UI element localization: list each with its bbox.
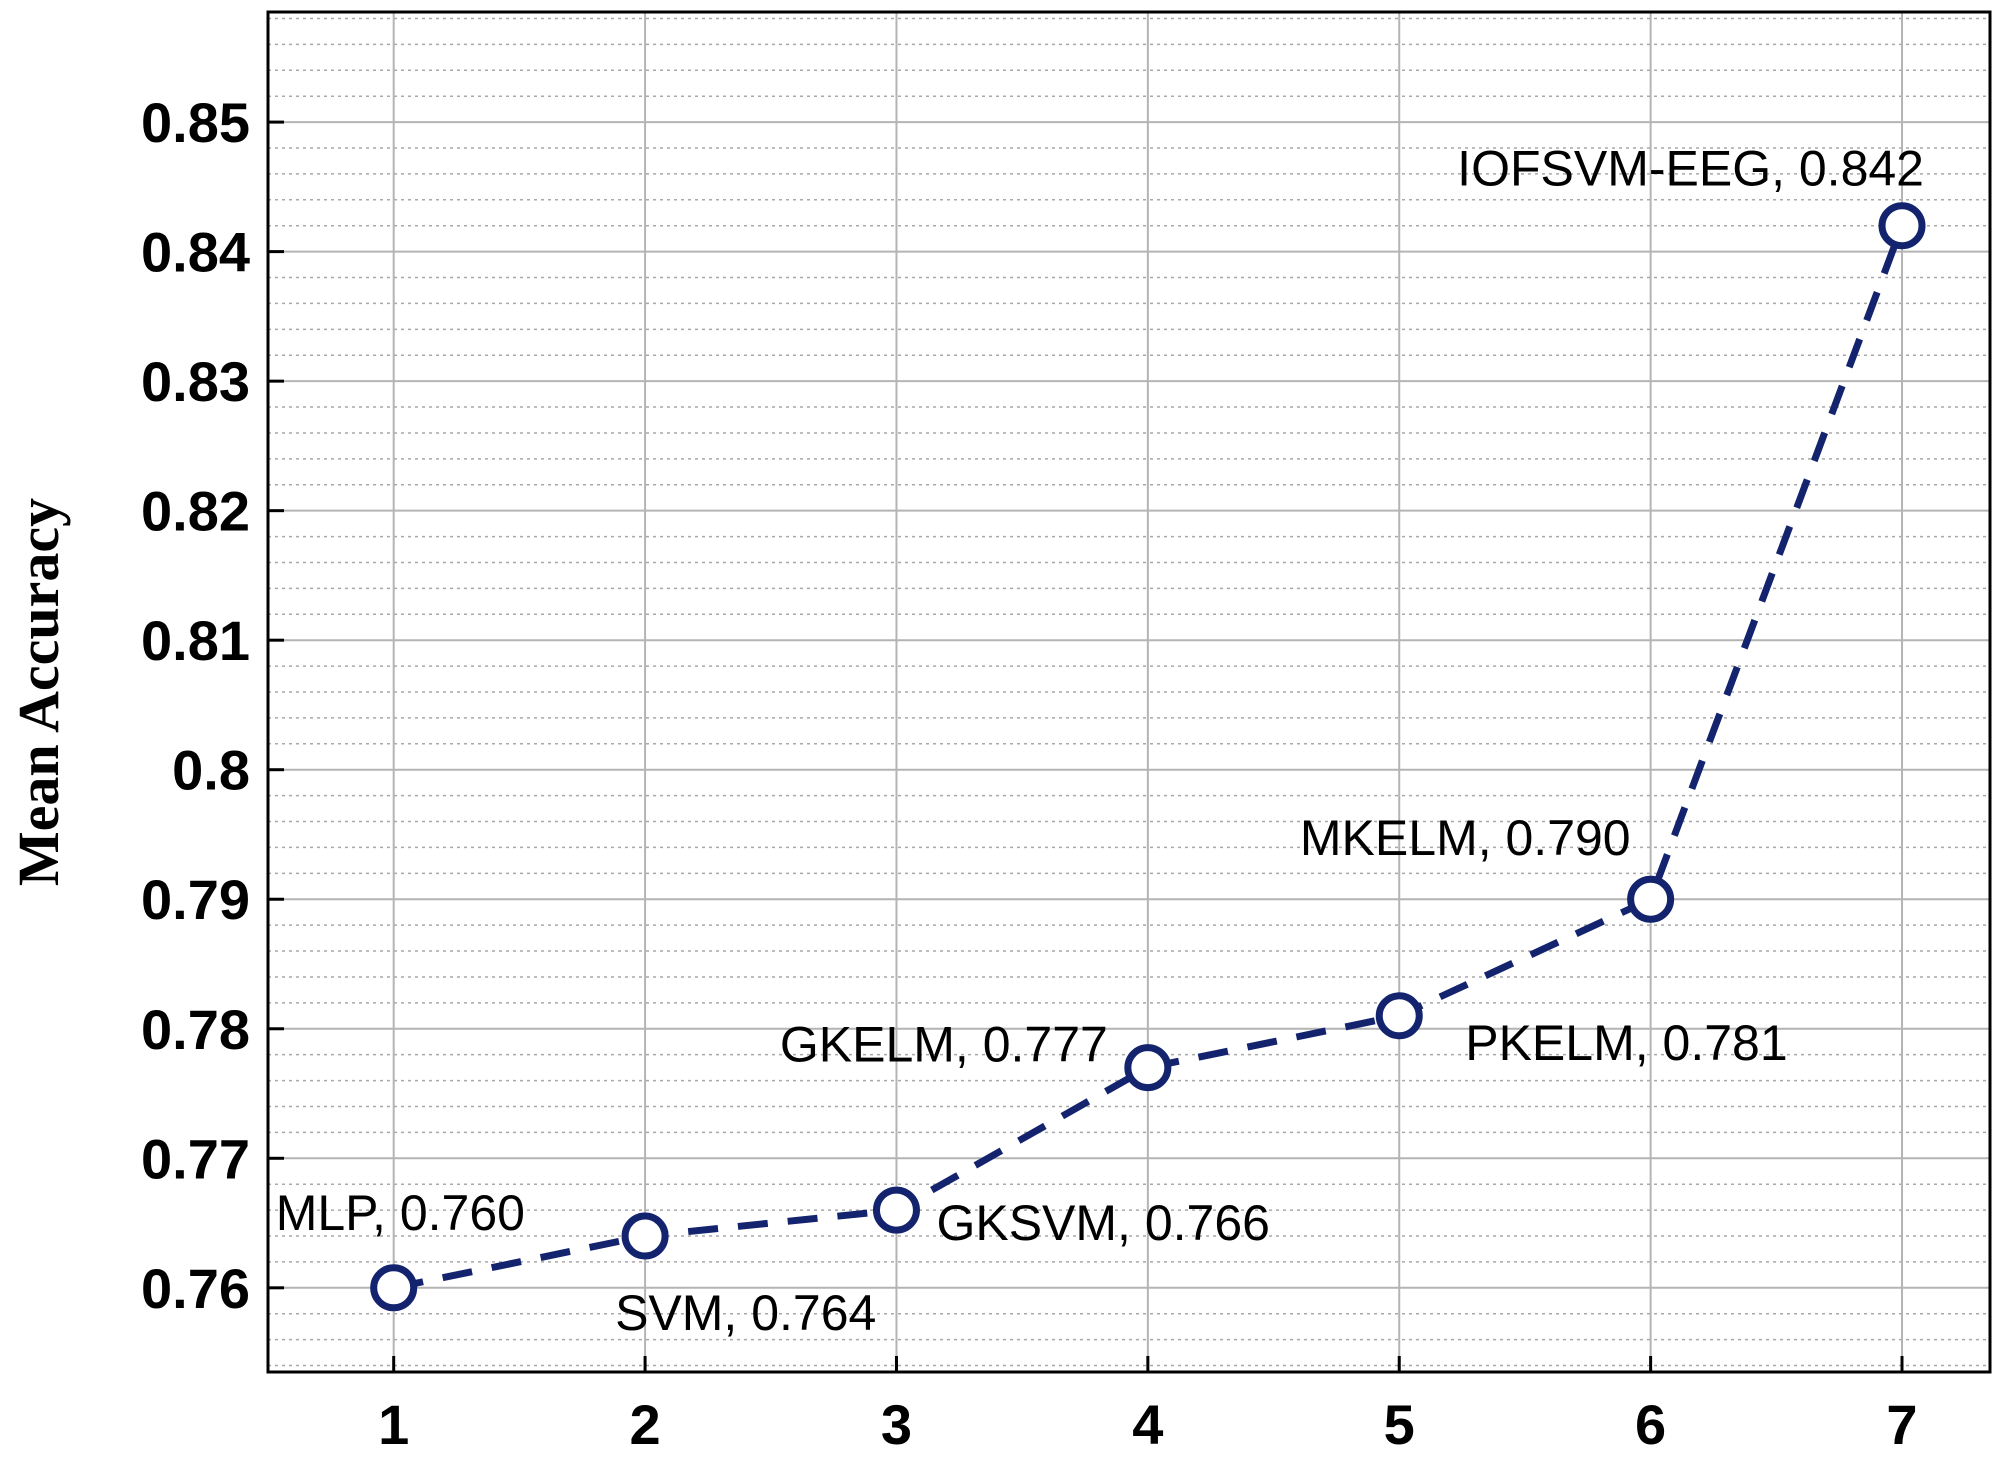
data-point-marker (370, 1264, 418, 1312)
y-tick-label: 0.83 (141, 350, 250, 413)
y-tick-label: 0.76 (141, 1257, 250, 1320)
x-tick-label: 5 (1384, 1393, 1415, 1456)
data-point-marker (1124, 1044, 1172, 1092)
y-tick-label: 0.78 (141, 998, 250, 1061)
y-axis-label: Mean Accuracy (6, 498, 71, 886)
data-point-marker (621, 1212, 669, 1260)
data-point-marker (1878, 202, 1926, 250)
y-tick-label: 0.77 (141, 1127, 250, 1190)
axes-frame (266, 10, 1992, 1374)
y-tick-label: 0.8 (172, 739, 250, 802)
data-point-marker (872, 1186, 920, 1234)
data-label: MKELM, 0.790 (1300, 810, 1631, 866)
x-tick-label: 7 (1886, 1393, 1917, 1456)
data-point-marker (1627, 875, 1675, 923)
data-label: IOFSVM-EEG, 0.842 (1457, 141, 1924, 197)
x-tick-label: 4 (1132, 1393, 1163, 1456)
data-point-marker (1375, 992, 1423, 1040)
data-label: GKSVM, 0.766 (936, 1195, 1270, 1251)
data-label: MLP, 0.760 (276, 1185, 525, 1241)
y-tick-label: 0.79 (141, 868, 250, 931)
y-tick-label: 0.82 (141, 480, 250, 543)
x-tick-label: 2 (630, 1393, 661, 1456)
y-tick-label: 0.81 (141, 609, 250, 672)
y-tick-label: 0.85 (141, 91, 250, 154)
x-tick-label: 1 (378, 1393, 409, 1456)
data-label: PKELM, 0.781 (1465, 1015, 1787, 1071)
y-tick-label: 0.84 (141, 221, 250, 284)
data-label: SVM, 0.764 (615, 1285, 876, 1341)
data-label: GKELM, 0.777 (780, 1017, 1108, 1073)
x-tick-label: 6 (1635, 1393, 1666, 1456)
x-tick-label: 3 (881, 1393, 912, 1456)
